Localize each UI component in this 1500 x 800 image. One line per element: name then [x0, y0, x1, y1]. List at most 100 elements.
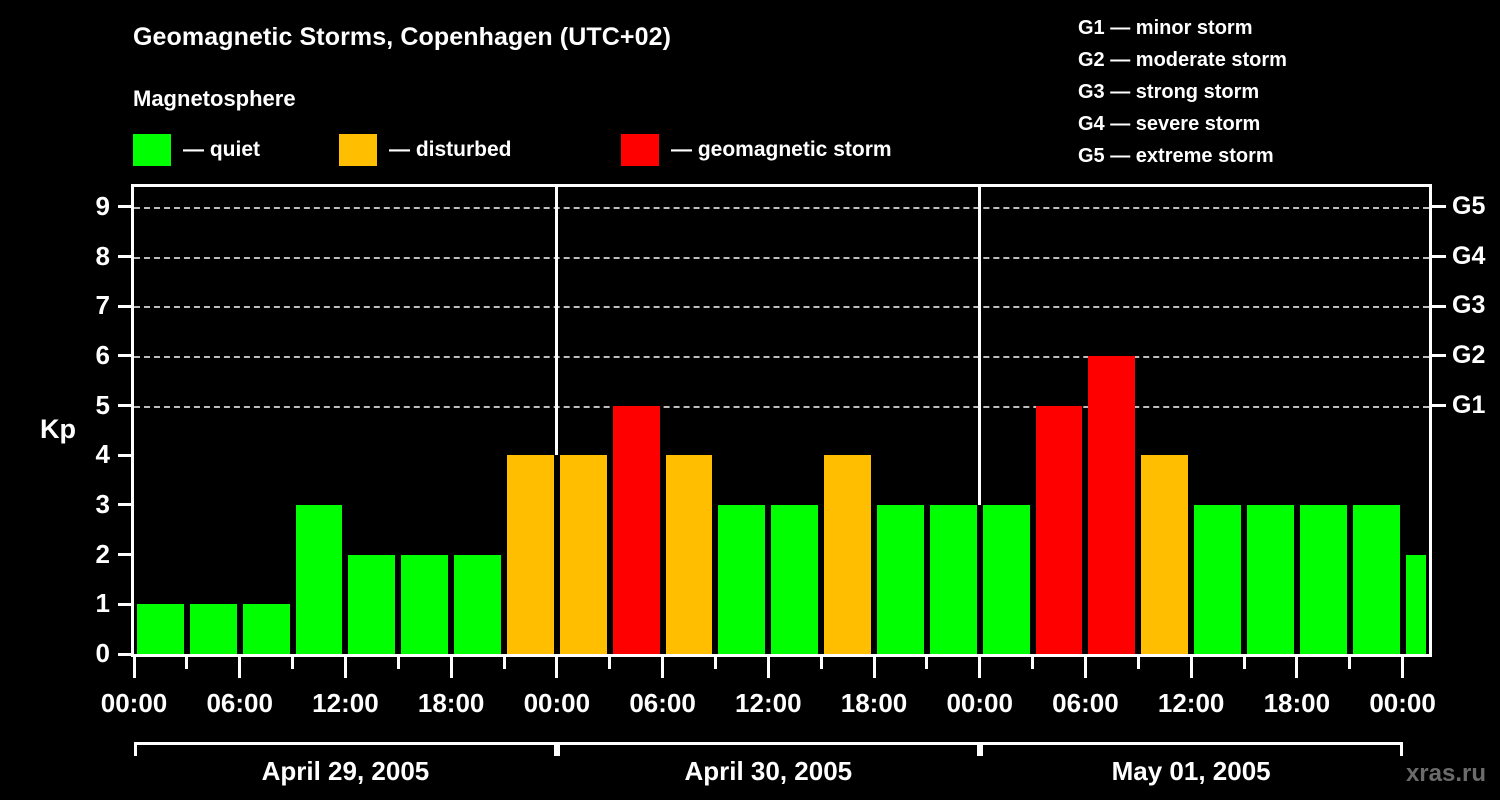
x-tick-label: 00:00 [1369, 688, 1436, 718]
bar-kp[interactable] [1088, 355, 1136, 654]
y-tick-label-1: 1 [95, 588, 110, 619]
g-scale-row-1: G1 — minor storm [1078, 17, 1253, 39]
g-scale-row-3: G3 — strong storm [1078, 81, 1260, 103]
g-tick-label-G4: G4 [1452, 241, 1486, 270]
bar-kp[interactable] [877, 504, 924, 654]
g-tick-G2 [1432, 354, 1446, 358]
g-tick-G1 [1432, 404, 1446, 408]
chart-subtitle: Magnetosphere [133, 86, 296, 111]
x-tick-minor-13 [819, 657, 823, 669]
bar-kp[interactable] [189, 604, 237, 654]
x-tick-major-14 [872, 657, 876, 678]
x-tick-major-12 [766, 657, 770, 678]
day-bracket-3 [979, 742, 1403, 756]
bar-kp[interactable] [507, 455, 554, 654]
g-tick-label-G2: G2 [1452, 340, 1486, 369]
green-swatch [133, 134, 171, 166]
x-tick-label: 18:00 [840, 688, 908, 718]
g-scale-row-2: G2 — moderate storm [1078, 49, 1287, 71]
x-tick-label: 12:00 [312, 688, 379, 718]
day-label: April 30, 2005 [684, 756, 853, 786]
x-tick-minor-17 [1031, 657, 1035, 669]
y-tick-7 [118, 304, 131, 308]
day-label: April 29, 2005 [261, 756, 430, 786]
bar-kp[interactable] [1299, 504, 1347, 654]
gridline-kp-5 [134, 405, 1429, 408]
bar-kp[interactable] [1141, 455, 1189, 654]
bar-kp[interactable] [1035, 405, 1083, 654]
legend-item-undefined: — disturbed [339, 133, 512, 167]
y-tick-label-3: 3 [95, 488, 110, 519]
bar-kp[interactable] [401, 554, 449, 654]
bar-kp[interactable] [295, 504, 343, 654]
bar-series [134, 187, 1429, 654]
x-tick-label: 18:00 [1263, 688, 1331, 718]
gridline-kp-6 [134, 355, 1429, 358]
y-tick-label-4: 4 [95, 439, 110, 470]
y-tick-4 [118, 453, 131, 457]
g-tick-label-G3: G3 [1452, 291, 1486, 320]
bar-kp[interactable] [242, 604, 290, 654]
y-tick-label-2: 2 [95, 538, 110, 569]
bar-kp[interactable] [824, 455, 871, 654]
x-tick-minor-5 [396, 657, 400, 669]
y-tick-9 [118, 205, 131, 209]
y-axis-label: Kp [40, 414, 76, 444]
x-tick-major-16 [978, 657, 982, 678]
day-bracket-2 [556, 742, 980, 756]
bar-kp[interactable] [1352, 504, 1400, 654]
g-scale-row-5: G5 — extreme storm [1078, 145, 1274, 167]
bar-kp[interactable] [348, 554, 396, 654]
y-tick-label-8: 8 [95, 240, 110, 271]
g-tick-label-G1: G1 [1452, 390, 1486, 419]
legend-label: — geomagnetic storm [671, 138, 892, 161]
red-swatch [621, 134, 659, 166]
day-bracket-1 [134, 742, 557, 756]
bar-kp[interactable] [929, 504, 977, 654]
y-tick-8 [118, 255, 131, 259]
gridline-kp-8 [134, 256, 1429, 259]
bar-kp[interactable] [612, 405, 660, 654]
x-tick-minor-7 [502, 657, 506, 669]
x-tick-label: 06:00 [1052, 688, 1119, 718]
y-tick-6 [118, 354, 131, 358]
y-tick-label-9: 9 [95, 190, 110, 221]
x-tick-label: 00:00 [523, 688, 591, 718]
y-tick-label-0: 0 [95, 638, 110, 668]
x-tick-major-20 [1189, 657, 1193, 678]
day-label: May 01, 2005 [1111, 756, 1271, 786]
x-tick-label: 12:00 [1157, 688, 1225, 718]
x-tick-major-4 [343, 657, 347, 678]
plot-area [131, 184, 1432, 657]
bar-kp[interactable] [559, 455, 607, 654]
x-tick-minor-23 [1348, 657, 1352, 669]
y-tick-label-6: 6 [95, 339, 110, 370]
x-tick-minor-11 [713, 657, 717, 669]
x-tick-label: 00:00 [100, 688, 168, 718]
page-title: Geomagnetic Storms, Copenhagen (UTC+02) [133, 23, 672, 51]
x-tick-major-2 [238, 657, 242, 678]
legend-item-undefined: — quiet [133, 133, 260, 167]
y-tick-label-7: 7 [95, 290, 110, 321]
g-tick-label-G5: G5 [1452, 191, 1486, 220]
bar-kp[interactable] [982, 504, 1030, 654]
bar-kp[interactable] [454, 554, 501, 654]
x-tick-major-22 [1295, 657, 1299, 678]
g-scale-legend: G1 — minor storm G2 — moderate storm G3 — … [1078, 12, 1287, 172]
x-tick-minor-19 [1136, 657, 1140, 669]
bar-kp[interactable] [137, 604, 184, 654]
bar-kp[interactable] [1247, 504, 1294, 654]
legend-item-undefined: — geomagnetic storm [621, 133, 892, 167]
bar-kp[interactable] [1405, 554, 1426, 654]
g-tick-G4 [1432, 255, 1446, 259]
y-tick-label-5: 5 [95, 389, 110, 420]
bar-kp[interactable] [1194, 504, 1241, 654]
bar-kp[interactable] [665, 455, 713, 654]
bar-kp[interactable] [718, 504, 766, 654]
g-tick-G5 [1432, 205, 1446, 209]
x-tick-label: 06:00 [629, 688, 696, 718]
y-tick-5 [118, 404, 131, 408]
bar-kp[interactable] [771, 504, 819, 654]
x-tick-major-0 [132, 657, 136, 678]
x-tick-major-6 [449, 657, 453, 678]
